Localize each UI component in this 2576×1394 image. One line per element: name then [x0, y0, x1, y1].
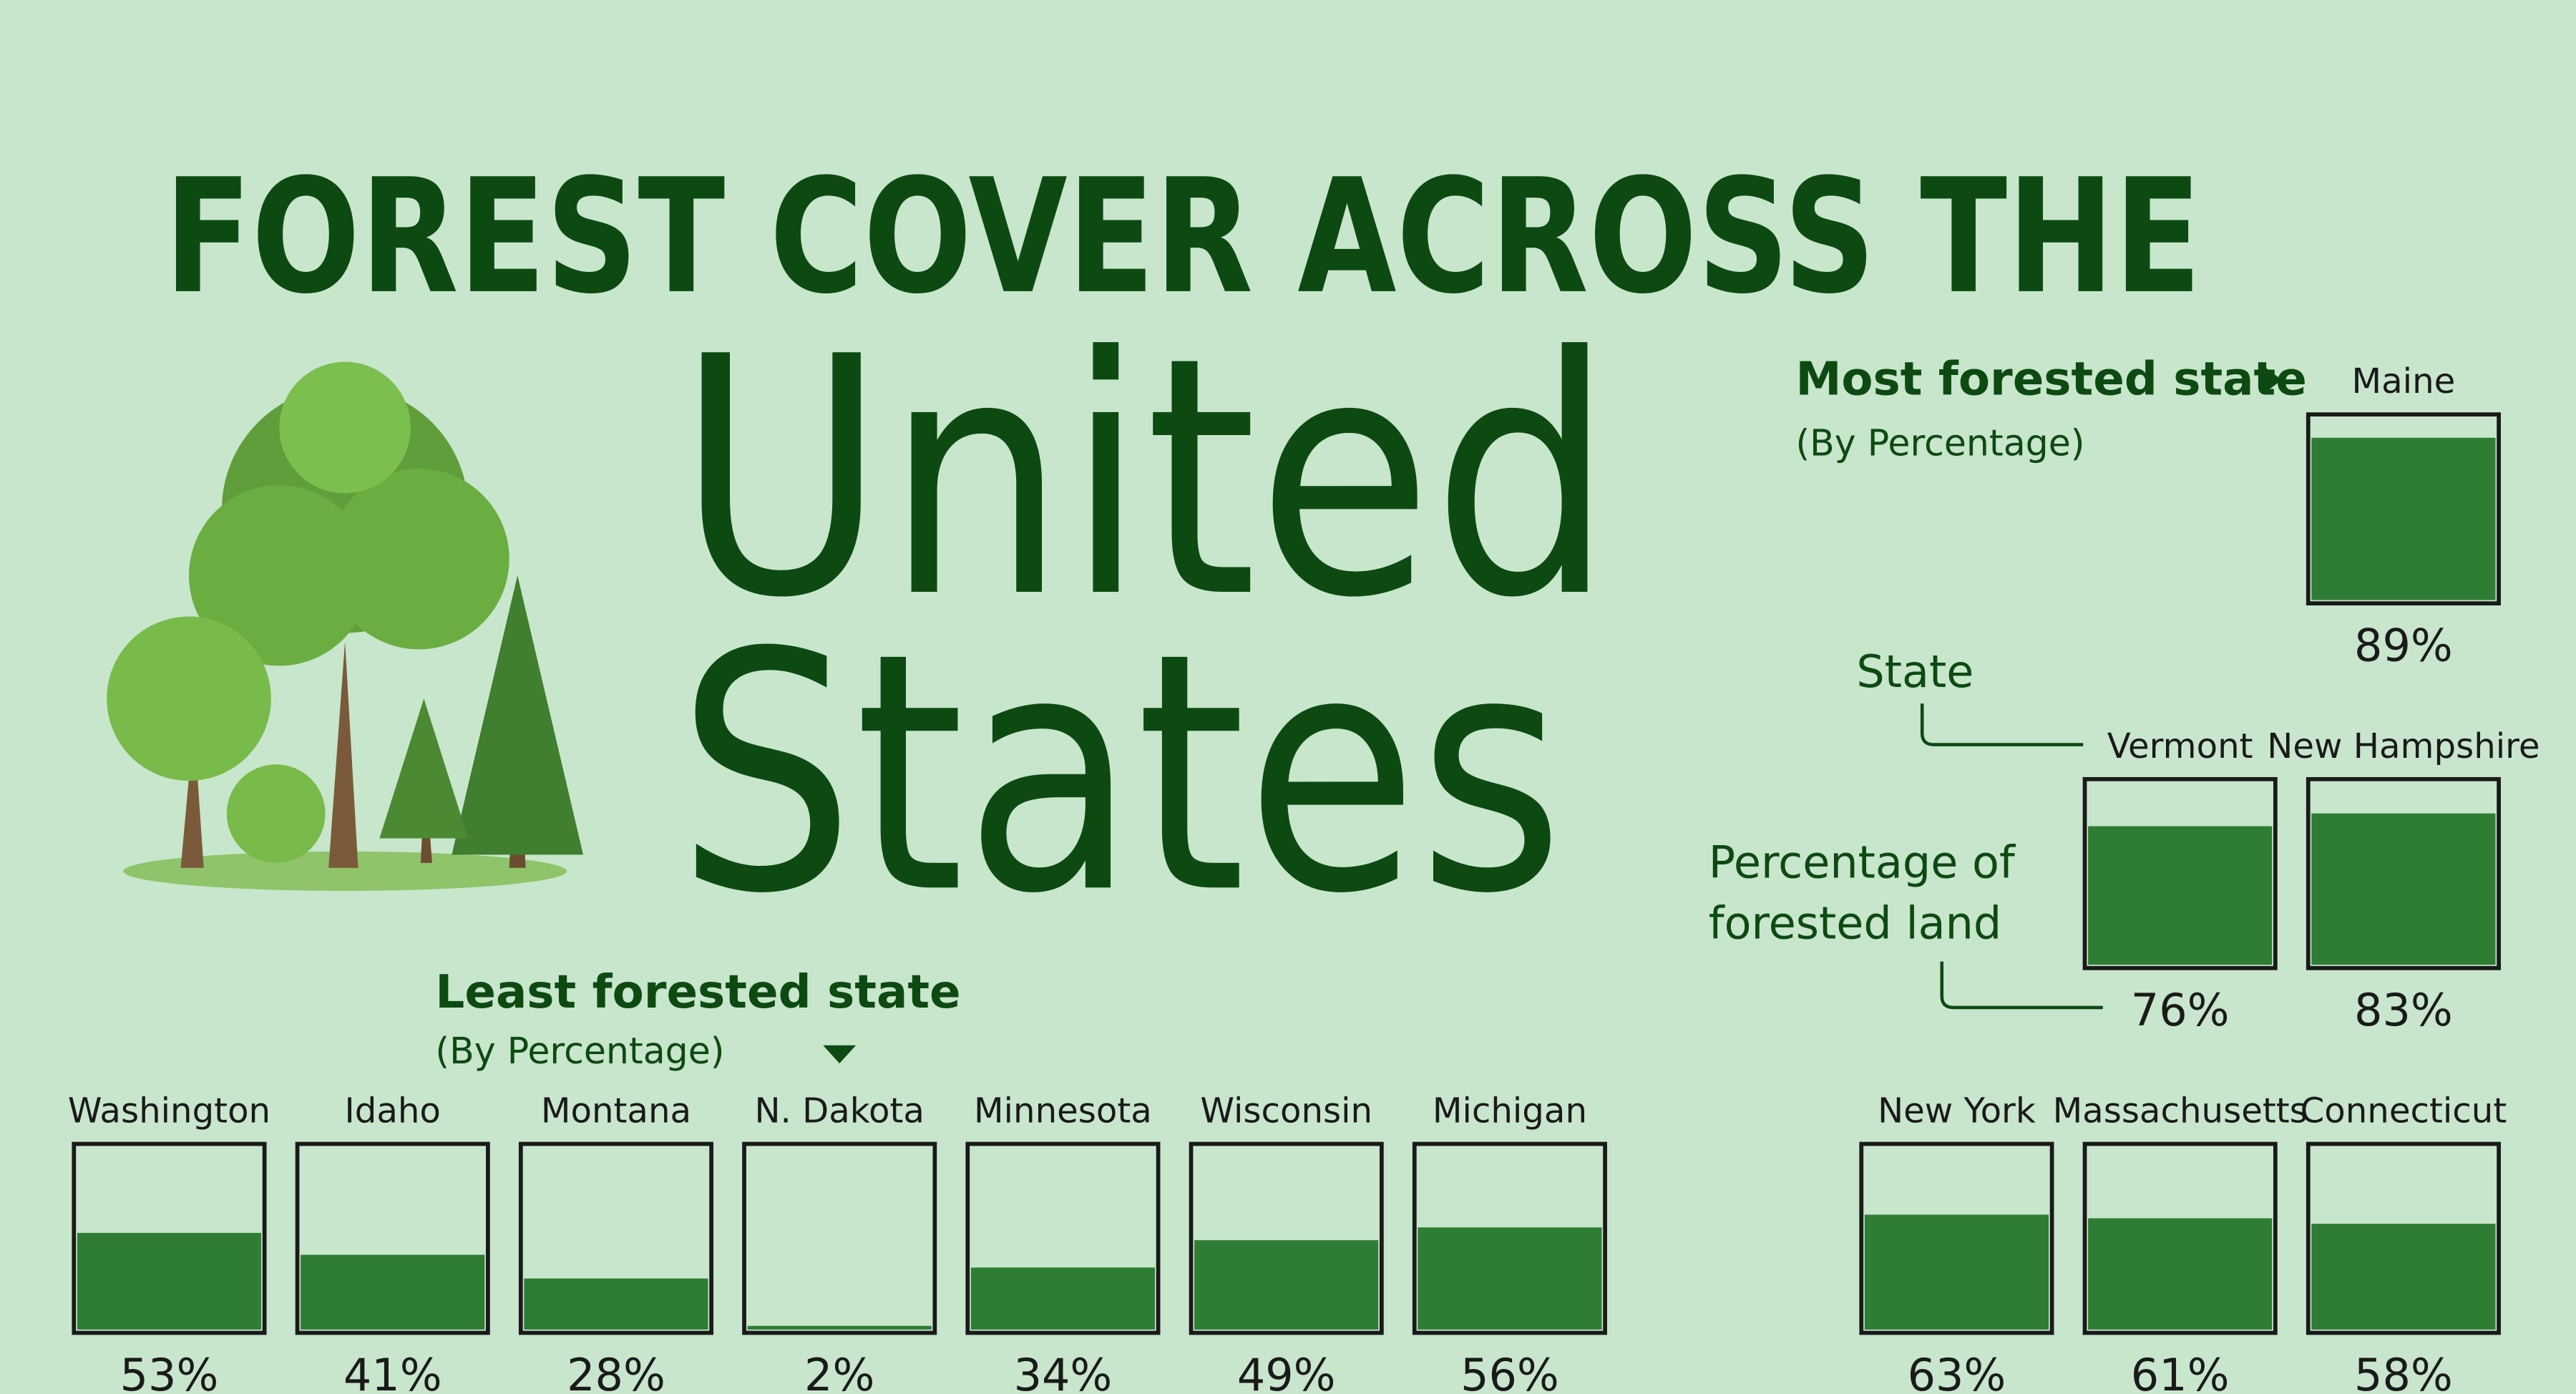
state-name: Massachusetts — [2053, 1091, 2308, 1131]
legend-state: State — [1856, 645, 1974, 698]
state-name: New Hampshire — [2267, 726, 2540, 766]
value-label: 53% — [120, 1349, 219, 1394]
state-name: Vermont — [2107, 726, 2253, 766]
fill-bar — [747, 1325, 932, 1330]
value-label: 58% — [2354, 1349, 2453, 1394]
value-label: 89% — [2354, 619, 2453, 671]
box-outline — [2306, 1141, 2501, 1335]
least-sub: (By Percentage) — [435, 1030, 724, 1072]
least-label: Least forested state — [435, 965, 960, 1019]
state-name: Wisconsin — [1200, 1091, 1372, 1131]
state-name: Montana — [541, 1091, 691, 1131]
fill-bar — [1864, 1214, 2049, 1330]
most-sub: (By Percentage) — [1795, 422, 2084, 464]
box-outline — [1412, 1141, 1607, 1335]
value-label: 28% — [567, 1349, 665, 1394]
legend-connector — [1940, 961, 2103, 1010]
box-outline — [2082, 776, 2278, 970]
value-label: 56% — [1460, 1349, 1559, 1394]
state-name: New York — [1878, 1091, 2036, 1131]
fill-bar — [970, 1267, 1156, 1330]
legend-percentage-line1: Percentage of — [1709, 837, 2016, 889]
fill-bar — [2088, 1218, 2273, 1330]
value-label: 49% — [1237, 1349, 1336, 1394]
title-line1: FOREST COVER ACROSS THE — [165, 145, 2202, 328]
box-outline — [1859, 1141, 2054, 1335]
state-name: Idaho — [345, 1091, 441, 1131]
state-name: Connecticut — [2301, 1091, 2507, 1131]
value-label: 63% — [1908, 1349, 2006, 1394]
state-name: Washington — [68, 1091, 270, 1131]
fill-bar — [524, 1278, 708, 1330]
box-background — [744, 1144, 935, 1333]
legend-connector — [1920, 703, 2084, 746]
state-name: Michigan — [1433, 1091, 1587, 1131]
title-line3: States — [677, 583, 1564, 965]
box-outline — [965, 1141, 1161, 1335]
fill-bar — [1418, 1227, 1602, 1330]
value-label: 83% — [2354, 984, 2453, 1036]
box-outline — [2306, 776, 2501, 970]
fill-bar — [2088, 826, 2273, 965]
arrow-down — [823, 1045, 857, 1063]
box-outline — [2082, 1141, 2278, 1335]
box-outline — [742, 1141, 937, 1335]
most-label: Most forested state — [1795, 353, 2306, 406]
fill-bar — [2311, 813, 2496, 965]
value-label: 34% — [1014, 1349, 1113, 1394]
tree-illustration — [107, 361, 584, 891]
state-name: Maine — [2352, 361, 2456, 401]
fill-bar — [1194, 1240, 1379, 1330]
title-line2: United — [677, 288, 1614, 670]
value-label: 61% — [2131, 1349, 2230, 1394]
value-label: 41% — [343, 1349, 442, 1394]
box-outline — [518, 1141, 714, 1335]
box-outline — [72, 1141, 267, 1335]
state-name: N. Dakota — [754, 1091, 924, 1131]
state-name: Minnesota — [974, 1091, 1152, 1131]
box-outline — [1189, 1141, 1384, 1335]
box-outline — [295, 1141, 490, 1335]
fill-bar — [301, 1254, 485, 1330]
value-label: 76% — [2131, 984, 2230, 1036]
arrow-right — [2262, 365, 2283, 395]
fill-bar — [2311, 1224, 2496, 1330]
box-outline — [2306, 412, 2501, 606]
value-label: 2% — [804, 1349, 874, 1394]
fill-bar — [77, 1232, 262, 1330]
legend-percentage-line2: forested land — [1709, 897, 2002, 950]
fill-bar — [2311, 437, 2496, 600]
